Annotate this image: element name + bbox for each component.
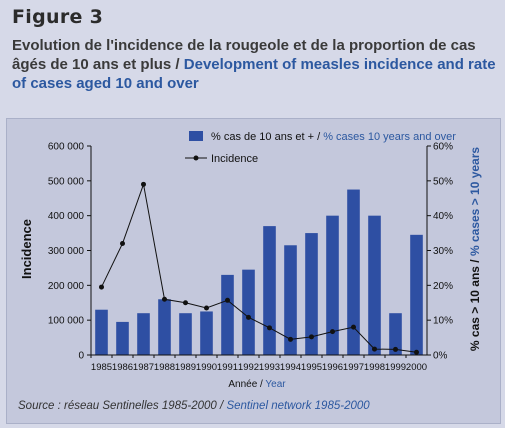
bar-1992 <box>242 269 255 355</box>
bar-1990 <box>200 311 213 355</box>
x-tick-label-1995: 1995 <box>301 362 322 373</box>
incidence-point-2000 <box>414 349 419 355</box>
incidence-point-1992 <box>246 314 251 320</box>
y-right-tick-label: 60% <box>433 142 453 153</box>
x-tick-label-1985: 1985 <box>91 362 112 373</box>
y-right-tick-label: 20% <box>433 281 453 292</box>
incidence-point-1987 <box>141 181 146 187</box>
bars-layer <box>95 189 423 355</box>
bar-1995 <box>305 233 318 355</box>
axes-layer: 0 100 000 200 000 300 000 400 000 500 000 600 … <box>48 142 453 374</box>
y-right-tick-label: 0% <box>433 351 448 362</box>
source-note: Source : réseau Sentinelles 1985-2000 / … <box>18 400 370 412</box>
y-left-tick-label: 200 000 <box>48 281 85 292</box>
x-tick-label-1991: 1991 <box>217 362 238 373</box>
incidence-point-1991 <box>225 297 230 303</box>
legend: % cas de 10 ans et + / % cases 10 years … <box>185 131 456 165</box>
y-left-tick-label: 600 000 <box>48 142 85 153</box>
incidence-point-1995 <box>309 334 314 340</box>
y-right-tick-label: 10% <box>433 316 453 327</box>
y-right-tick-label: 30% <box>433 246 453 257</box>
y-left-tick-label: 0 <box>78 351 84 362</box>
bar-2000 <box>410 234 423 355</box>
source-french: Source : réseau Sentinelles 1985-2000 <box>18 400 217 412</box>
incidence-point-1985 <box>99 284 104 290</box>
incidence-point-1996 <box>330 329 335 335</box>
x-tick-label-1997: 1997 <box>343 362 364 373</box>
x-tick-label-1987: 1987 <box>133 362 154 373</box>
source-english: Sentinel network 1985-2000 <box>226 400 370 412</box>
x-axis-title: Année / Year <box>228 379 286 390</box>
incidence-point-1998 <box>372 346 377 352</box>
bar-1991 <box>221 274 234 355</box>
y-left-tick-label: 300 000 <box>48 246 85 257</box>
bar-1996 <box>326 215 339 355</box>
legend-line-label: Incidence <box>211 153 258 165</box>
bar-1985 <box>95 309 108 355</box>
x-tick-label-1990: 1990 <box>196 362 217 373</box>
caption-english: Development of measles incidence and rat… <box>12 56 496 92</box>
figure-label: Figure 3 <box>12 6 104 28</box>
x-tick-label-1992: 1992 <box>238 362 259 373</box>
bar-1999 <box>389 313 402 355</box>
bar-1998 <box>368 215 381 355</box>
x-tick-label-1998: 1998 <box>364 362 385 373</box>
y-left-tick-label: 100 000 <box>48 316 85 327</box>
bar-1987 <box>137 313 150 355</box>
bar-1993 <box>263 226 276 355</box>
incidence-point-1989 <box>183 300 188 306</box>
incidence-point-1999 <box>393 346 398 352</box>
caption-french: Evolution de l'incidence de la rougeole … <box>12 37 476 73</box>
y-right-tick-label: 50% <box>433 176 453 187</box>
caption-separator: / <box>171 56 184 73</box>
x-tick-label-1996: 1996 <box>322 362 343 373</box>
x-tick-label-1993: 1993 <box>259 362 280 373</box>
incidence-point-1997 <box>351 324 356 330</box>
measles-chart: 0 100 000 200 000 300 000 400 000 500 000 600 … <box>19 131 482 390</box>
y-right-tick-label: 40% <box>433 211 453 222</box>
x-tick-label-1989: 1989 <box>175 362 196 373</box>
y-left-tick-label: 400 000 <box>48 211 85 222</box>
legend-bar-label: % cas de 10 ans et + / % cases 10 years … <box>211 131 456 143</box>
x-tick-label-1988: 1988 <box>154 362 175 373</box>
x-tick-label-1994: 1994 <box>280 362 301 373</box>
figure-caption: Evolution de l'incidence de la rougeole … <box>12 36 497 93</box>
bar-1986 <box>116 321 129 355</box>
incidence-point-1993 <box>267 325 272 331</box>
x-tick-label-2000: 2000 <box>406 362 427 373</box>
source-separator: / <box>216 400 227 412</box>
incidence-point-1994 <box>288 336 293 342</box>
y-left-tick-label: 500 000 <box>48 176 85 187</box>
bar-1988 <box>158 299 171 355</box>
legend-line-marker <box>193 155 199 161</box>
y-axis-left-title: Incidence <box>19 219 34 279</box>
incidence-point-1990 <box>204 305 209 311</box>
incidence-point-1988 <box>162 296 167 302</box>
x-tick-label-1986: 1986 <box>112 362 133 373</box>
incidence-point-1986 <box>120 241 125 247</box>
bar-1989 <box>179 313 192 355</box>
legend-bar-swatch <box>189 131 203 141</box>
bar-1994 <box>284 245 297 355</box>
x-tick-label-1999: 1999 <box>385 362 406 373</box>
y-axis-right-title: % cas > 10 ans / % cases > 10 years <box>468 147 482 352</box>
bar-1997 <box>347 189 360 355</box>
incidence-line <box>101 182 417 353</box>
incidence-line-layer <box>99 181 419 355</box>
chart-panel: 0 100 000 200 000 300 000 400 000 500 000 600 … <box>6 118 501 424</box>
